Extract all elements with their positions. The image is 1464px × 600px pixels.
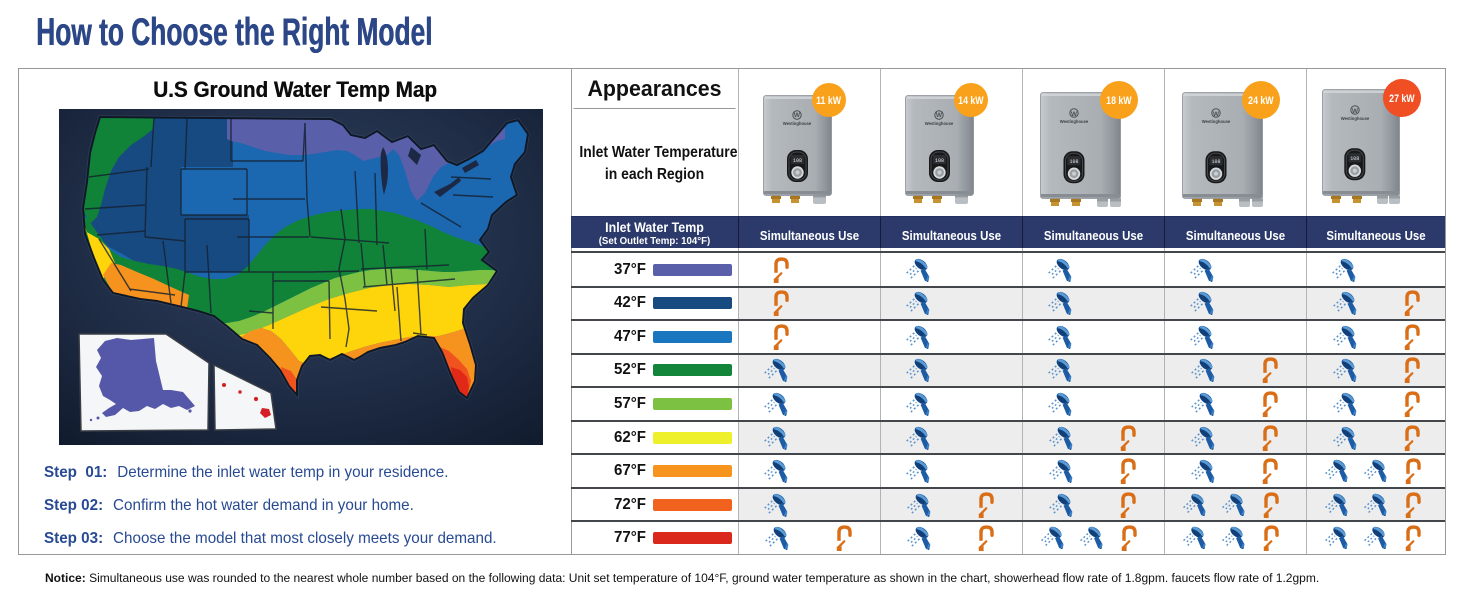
svg-text:Westinghouse: Westinghouse (1060, 119, 1089, 124)
svg-text:W: W (1071, 111, 1078, 118)
svg-text:108: 108 (793, 158, 802, 164)
svg-text:Westinghouse: Westinghouse (1202, 119, 1231, 124)
svg-text:W: W (1352, 108, 1359, 115)
svg-text:W: W (1213, 111, 1220, 118)
svg-text:108: 108 (935, 158, 944, 164)
svg-text:108: 108 (1211, 159, 1220, 165)
svg-text:108: 108 (1069, 159, 1078, 165)
svg-text:W: W (794, 112, 801, 119)
svg-text:Westinghouse: Westinghouse (1341, 116, 1370, 121)
svg-text:108: 108 (1350, 156, 1359, 162)
svg-text:Westinghouse: Westinghouse (783, 121, 812, 126)
svg-text:Westinghouse: Westinghouse (925, 121, 954, 126)
svg-text:W: W (936, 112, 943, 119)
